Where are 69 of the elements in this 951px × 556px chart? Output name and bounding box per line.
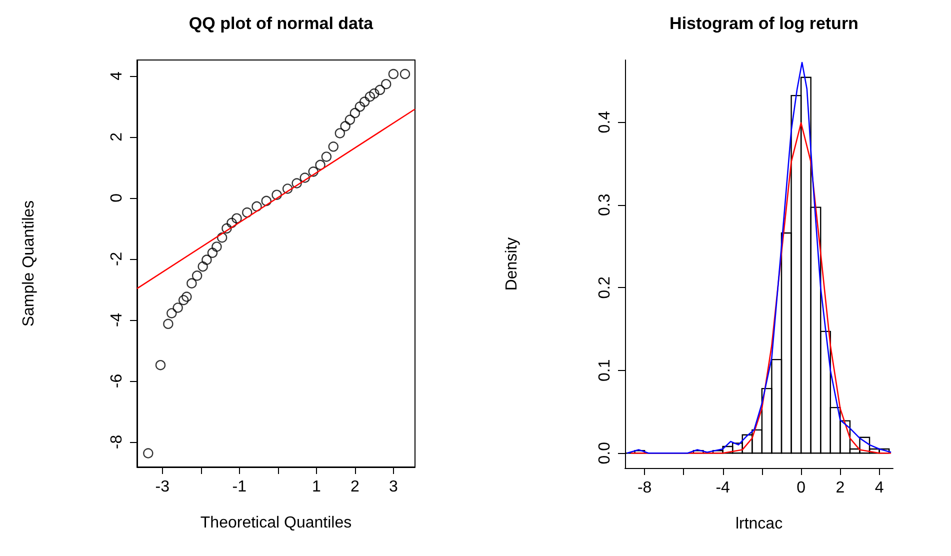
y-tick-label: -4 bbox=[108, 312, 126, 328]
x-axis-title: lrtncac bbox=[735, 516, 783, 532]
x-tick-label: -3 bbox=[155, 478, 170, 496]
y-tick-label: 0 bbox=[108, 193, 126, 202]
x-tick-label: -8 bbox=[637, 480, 652, 496]
x-tick-label: -4 bbox=[716, 480, 730, 496]
point bbox=[202, 254, 212, 265]
point bbox=[354, 102, 366, 112]
point bbox=[166, 308, 177, 318]
x-tick-label: 2 bbox=[350, 478, 360, 496]
point bbox=[282, 184, 293, 194]
y-tick-label: -6 bbox=[108, 374, 126, 388]
point bbox=[198, 261, 208, 272]
point bbox=[369, 88, 380, 99]
y-tick-label: 0.3 bbox=[596, 194, 614, 216]
point bbox=[172, 302, 183, 313]
point bbox=[222, 223, 232, 234]
chart-title: Histogram of log return bbox=[670, 14, 858, 33]
point bbox=[381, 79, 392, 90]
y-tick-label: 0.2 bbox=[596, 276, 614, 299]
point bbox=[321, 152, 332, 162]
point bbox=[350, 108, 360, 118]
point bbox=[217, 232, 228, 243]
point bbox=[340, 121, 350, 132]
point bbox=[143, 448, 154, 458]
point bbox=[192, 270, 202, 281]
y-tick-label: 0.0 bbox=[596, 442, 614, 464]
x-axis-title: Theoretical Quantiles bbox=[200, 514, 352, 532]
point bbox=[364, 92, 376, 102]
point bbox=[182, 292, 192, 302]
point bbox=[261, 196, 272, 206]
point bbox=[374, 84, 386, 95]
point bbox=[400, 68, 410, 80]
y-axis-title: Sample Quantiles bbox=[20, 200, 38, 327]
point bbox=[292, 178, 302, 188]
x-tick-label: 2 bbox=[836, 480, 845, 496]
point bbox=[252, 201, 262, 212]
x-tick-label: 0 bbox=[796, 480, 806, 496]
point bbox=[300, 172, 310, 183]
point bbox=[359, 96, 370, 107]
point bbox=[315, 160, 326, 170]
x-tick-label: -1 bbox=[232, 478, 247, 496]
point bbox=[388, 68, 399, 80]
y-tick-label: -2 bbox=[108, 252, 126, 266]
y-tick-label: 0.4 bbox=[596, 110, 614, 134]
point bbox=[226, 218, 237, 228]
point bbox=[186, 278, 197, 288]
x-tick-label: 3 bbox=[388, 478, 398, 496]
point bbox=[212, 242, 222, 252]
chart-title: QQ plot of normal data bbox=[188, 14, 374, 33]
point bbox=[207, 248, 218, 258]
y-tick-label: 4 bbox=[108, 71, 126, 80]
y-tick-label: 0.1 bbox=[596, 359, 614, 382]
point bbox=[155, 360, 166, 370]
point bbox=[334, 128, 346, 138]
y-axis-title: Density bbox=[504, 237, 520, 291]
line-series bbox=[626, 62, 892, 454]
x-tick-label: 4 bbox=[874, 480, 884, 496]
y-tick-label: -8 bbox=[108, 434, 126, 450]
x-tick-label: 1 bbox=[312, 478, 321, 496]
y-tick-label: 2 bbox=[108, 132, 126, 142]
point bbox=[328, 142, 338, 152]
point bbox=[232, 213, 242, 224]
point bbox=[344, 114, 356, 125]
point bbox=[272, 190, 282, 200]
point bbox=[163, 318, 174, 330]
point bbox=[242, 207, 252, 218]
point bbox=[178, 295, 189, 306]
point bbox=[308, 166, 318, 177]
